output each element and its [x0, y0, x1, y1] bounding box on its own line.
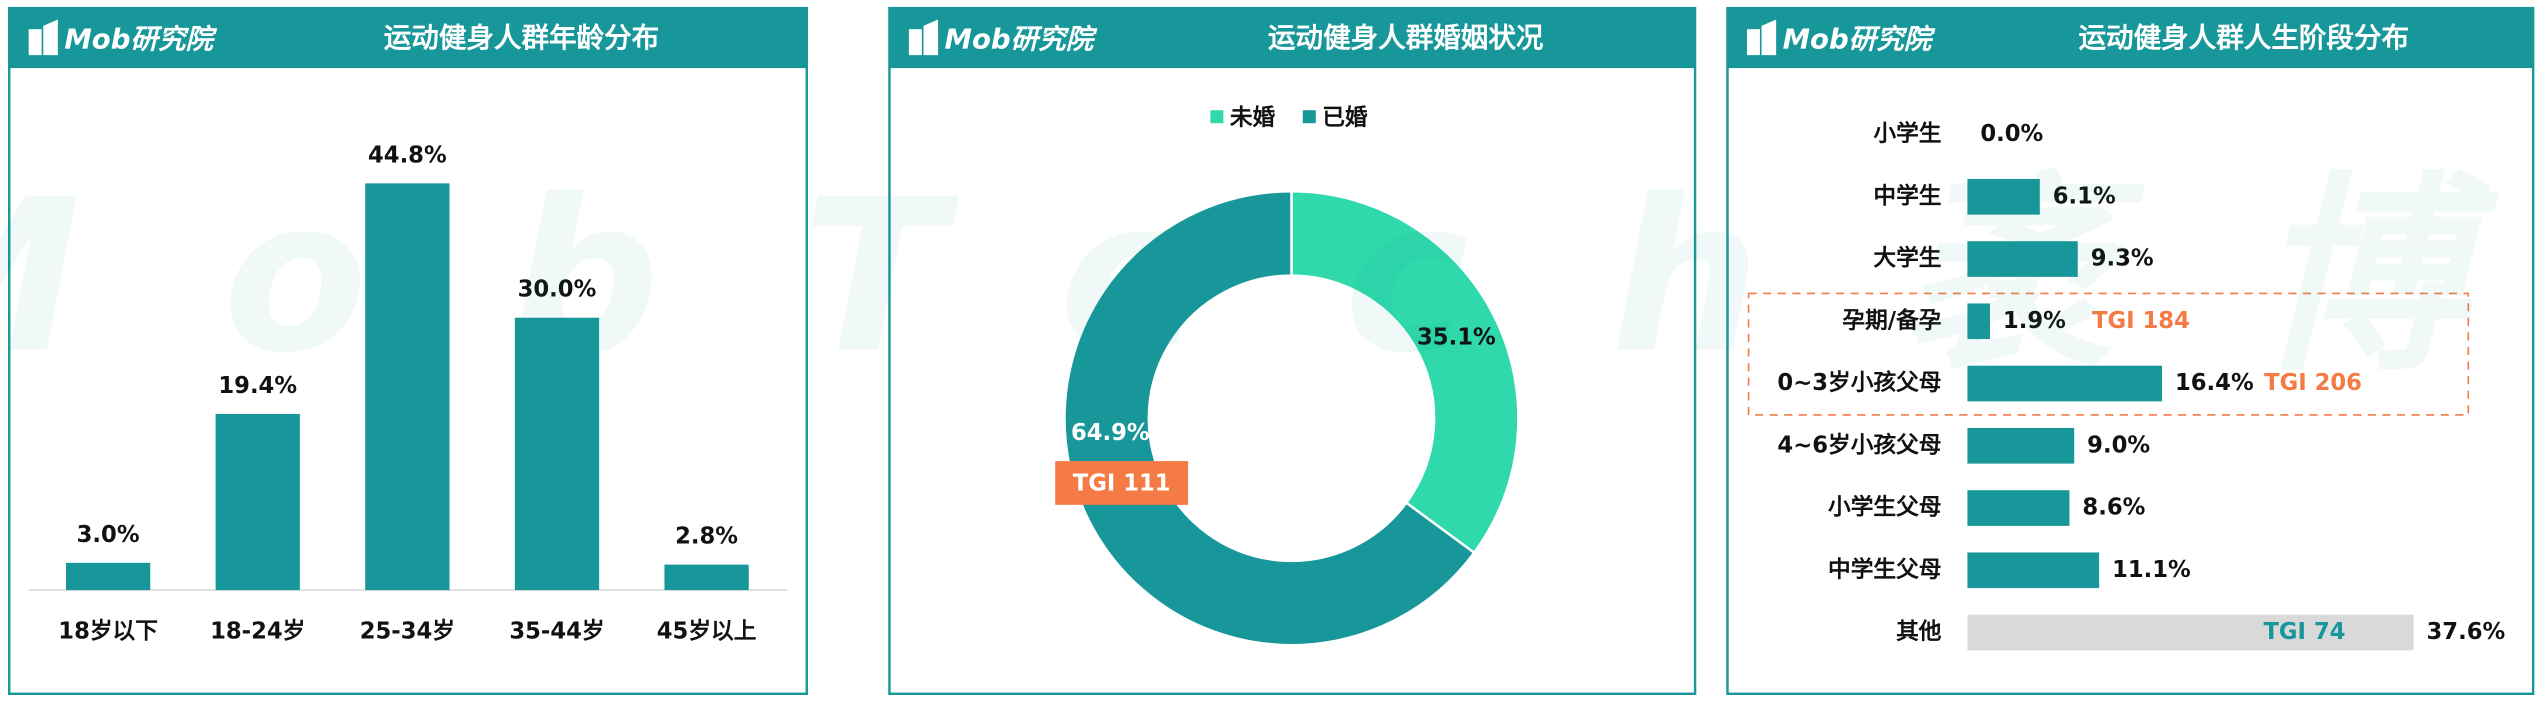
data-label: 2.8% [675, 524, 738, 550]
data-label: 44.8% [368, 142, 447, 168]
logo-icon [923, 19, 939, 56]
legend-swatch [1302, 110, 1316, 124]
bar [365, 183, 450, 591]
annotation-box [1055, 461, 1189, 505]
data-label: 3.0% [77, 522, 140, 548]
y-tick-label: 0~3岁小孩父母 [1777, 369, 1941, 396]
logo-icon [1746, 29, 1760, 56]
bar [1967, 303, 1990, 340]
panel [1726, 6, 2535, 696]
y-tick-label: 中学生父母 [1828, 556, 1941, 583]
data-label: 35.1% [1417, 325, 1496, 351]
chart-title: 运动健身人群婚姻状况 [1268, 22, 1544, 54]
legend-label: 已婚 [1322, 104, 1368, 131]
annotation: TGI 74 [2263, 619, 2345, 645]
legend-label: 未婚 [1230, 104, 1276, 131]
data-label: 9.0% [2087, 432, 2150, 458]
logo-icon [43, 19, 58, 56]
panel-header [9, 8, 807, 69]
panel-header [889, 8, 1696, 69]
bar [1967, 552, 2100, 589]
data-label: 0.0% [1980, 121, 2043, 147]
y-tick-label: 孕期/备孕 [1842, 307, 1941, 334]
data-label: 37.6% [2427, 619, 2506, 645]
bar [1967, 241, 2078, 277]
bar [514, 317, 600, 591]
x-tick-label: 18岁以下 [58, 618, 158, 645]
x-tick-label: 25-34岁 [360, 618, 455, 645]
bar [1967, 490, 2070, 526]
legend-swatch [1210, 110, 1224, 124]
data-label: 1.9% [2003, 308, 2066, 334]
data-label: 8.6% [2082, 495, 2145, 521]
annotation: TGI 206 [2264, 370, 2362, 396]
chart-title: 运动健身人群人生阶段分布 [2079, 22, 2410, 54]
data-label: 19.4% [218, 373, 297, 399]
bar [215, 413, 300, 591]
annotation: TGI 111 [1073, 470, 1171, 496]
x-tick-label: 35-44岁 [509, 618, 604, 645]
data-label: 30.0% [518, 277, 597, 303]
logo-icon [1761, 19, 1777, 56]
data-label: 6.1% [2053, 183, 2116, 209]
panel-header [1727, 8, 2534, 69]
bar [1967, 427, 2075, 464]
y-tick-label: 大学生 [1873, 245, 1941, 272]
data-label: 16.4% [2175, 370, 2254, 396]
brand: Mob研究院 [64, 24, 217, 56]
logo-icon [908, 29, 922, 56]
chart-title: 运动健身人群年龄分布 [384, 22, 659, 54]
brand: Mob研究院 [1783, 24, 1936, 56]
highlight-box [1747, 292, 2470, 416]
y-tick-label: 4~6岁小孩父母 [1777, 431, 1941, 458]
bar [1967, 365, 2163, 402]
x-tick-label: 18-24岁 [210, 618, 305, 645]
annotation: TGI 184 [2092, 308, 2190, 334]
data-label: 64.9% [1071, 420, 1150, 446]
y-tick-label: 中学生 [1873, 182, 1941, 209]
y-tick-label: 其他 [1896, 619, 1942, 645]
donut-segment [1063, 190, 1476, 647]
donut-segment [1290, 190, 1520, 555]
data-label: 11.1% [2112, 557, 2191, 583]
y-tick-label: 小学生 [1873, 120, 1941, 147]
y-tick-label: 小学生父母 [1828, 494, 1941, 521]
data-label: 9.3% [2091, 246, 2154, 272]
x-tick-label: 45岁以上 [657, 618, 757, 645]
bar [664, 564, 749, 591]
logo-icon [28, 29, 42, 56]
bar [1967, 614, 2414, 651]
bar [65, 562, 151, 591]
brand: Mob研究院 [945, 24, 1098, 56]
bar [1967, 178, 2040, 215]
